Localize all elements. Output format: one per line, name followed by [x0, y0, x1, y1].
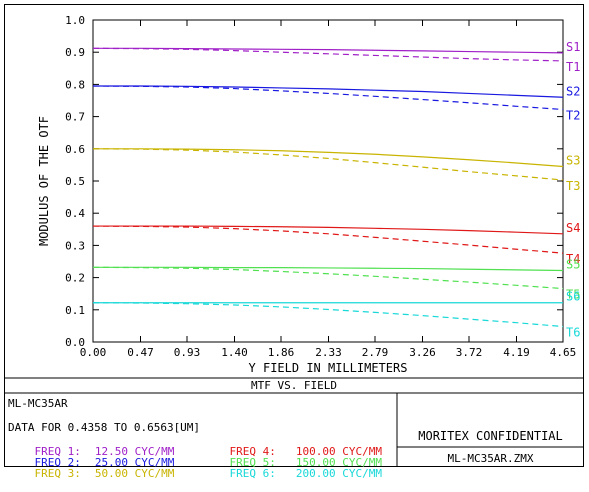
- x-tick-label: 3.72: [456, 346, 483, 359]
- series-t2-label: T2: [566, 109, 580, 123]
- mtf-report-frame: [4, 4, 584, 467]
- freq-4-value: 100.00 CYC/MM: [295, 445, 382, 458]
- series-s6-label: S6: [566, 290, 580, 304]
- freq-6-value: 200.00 CYC/MM: [295, 467, 382, 480]
- series-t1-line: [92, 47, 564, 62]
- y-tick-label: 0.3: [65, 239, 85, 252]
- freq-2: FREQ 2: 25.00 CYC/MM: [8, 445, 175, 481]
- series-t2-line: [92, 85, 564, 111]
- y-tick-label: 0.6: [65, 143, 85, 156]
- y-tick-label: 0.9: [65, 46, 85, 59]
- confidential-notice: MORITEX CONFIDENTIAL: [418, 429, 563, 443]
- y-tick-label: 0.8: [65, 78, 85, 91]
- series-t3-label: T3: [566, 179, 580, 193]
- freq-1-value: 12.50 CYC/MM: [94, 445, 175, 458]
- x-tick-label: 0.00: [80, 346, 107, 359]
- y-tick-label: 0.1: [65, 304, 85, 317]
- series-t6-label: T6: [566, 326, 580, 340]
- series-s4-line: [93, 225, 564, 235]
- y-tick-label: 0.2: [65, 272, 85, 285]
- freq-3: FREQ 3: 50.00 CYC/MM: [8, 456, 175, 492]
- freq-2-label: FREQ 2:: [34, 456, 81, 469]
- freq-5: FREQ 5: 150.00 CYC/MM: [203, 445, 382, 481]
- x-tick-label: 1.40: [221, 346, 248, 359]
- wavelength-range: DATA FOR 0.4358 TO 0.6563[UM]: [8, 421, 201, 434]
- series-s5-label: S5: [566, 258, 580, 272]
- series-s4-label: S4: [566, 221, 580, 235]
- freq-3-label: FREQ 3:: [34, 467, 81, 480]
- x-axis-label: Y FIELD IN MILLIMETERS: [249, 361, 408, 375]
- x-tick-label: 2.33: [315, 346, 342, 359]
- series-t4-label: T4: [566, 252, 580, 266]
- y-tick-label: 0.5: [65, 175, 85, 188]
- series-s3-label: S3: [566, 154, 580, 168]
- freq-1-label: FREQ 1:: [34, 445, 81, 458]
- freq-5-label: FREQ 5:: [229, 456, 276, 469]
- freq-5-value: 150.00 CYC/MM: [295, 456, 382, 469]
- series-t3-line: [92, 148, 564, 181]
- plot-area: [92, 19, 564, 343]
- series-s5-line: [93, 266, 564, 272]
- series-s2-line: [93, 85, 564, 98]
- x-tick-label: 0.47: [127, 346, 154, 359]
- freq-6: FREQ 6: 200.00 CYC/MM: [203, 456, 382, 492]
- x-tick-label: 0.93: [174, 346, 201, 359]
- y-tick-label: 0.4: [65, 207, 85, 220]
- y-tick-label: 0.0: [65, 336, 85, 349]
- series-t1-label: T1: [566, 60, 580, 74]
- freq-2-value: 25.00 CYC/MM: [94, 456, 175, 469]
- y-axis-label: MODULUS OF THE OTF: [37, 116, 51, 246]
- freq-4-label: FREQ 4:: [229, 445, 276, 458]
- series-s1-label: S1: [566, 40, 580, 54]
- series-t5-label: T5: [566, 288, 580, 302]
- freq-6-label: FREQ 6:: [229, 467, 276, 480]
- series-t5-line: [92, 266, 564, 290]
- freq-4: FREQ 4: 100.00 CYC/MM: [203, 434, 382, 470]
- x-tick-label: 1.86: [268, 346, 295, 359]
- y-tick-label: 1.0: [65, 14, 85, 27]
- zmx-filename: ML-MC35AR.ZMX: [447, 452, 534, 465]
- x-tick-label: 2.79: [362, 346, 389, 359]
- y-tick-label: 0.7: [65, 111, 85, 124]
- freq-3-value: 50.00 CYC/MM: [94, 467, 175, 480]
- freq-1: FREQ 1: 12.50 CYC/MM: [8, 434, 175, 470]
- frequency-legend: FREQ 1: 12.50 CYC/MM FREQ 2: 25.00 CYC/MM …: [8, 434, 398, 480]
- x-tick-label: 4.65: [550, 346, 577, 359]
- series-s2-label: S2: [566, 84, 580, 98]
- series-t6-line: [92, 302, 564, 328]
- lens-name: ML-MC35AR: [8, 397, 68, 410]
- x-tick-label: 4.19: [503, 346, 530, 359]
- x-tick-label: 3.26: [409, 346, 436, 359]
- series-s3-line: [93, 148, 564, 168]
- footer-title: MTF VS. FIELD: [250, 379, 338, 392]
- series-s1-line: [93, 47, 564, 54]
- series-t4-line: [92, 225, 564, 254]
